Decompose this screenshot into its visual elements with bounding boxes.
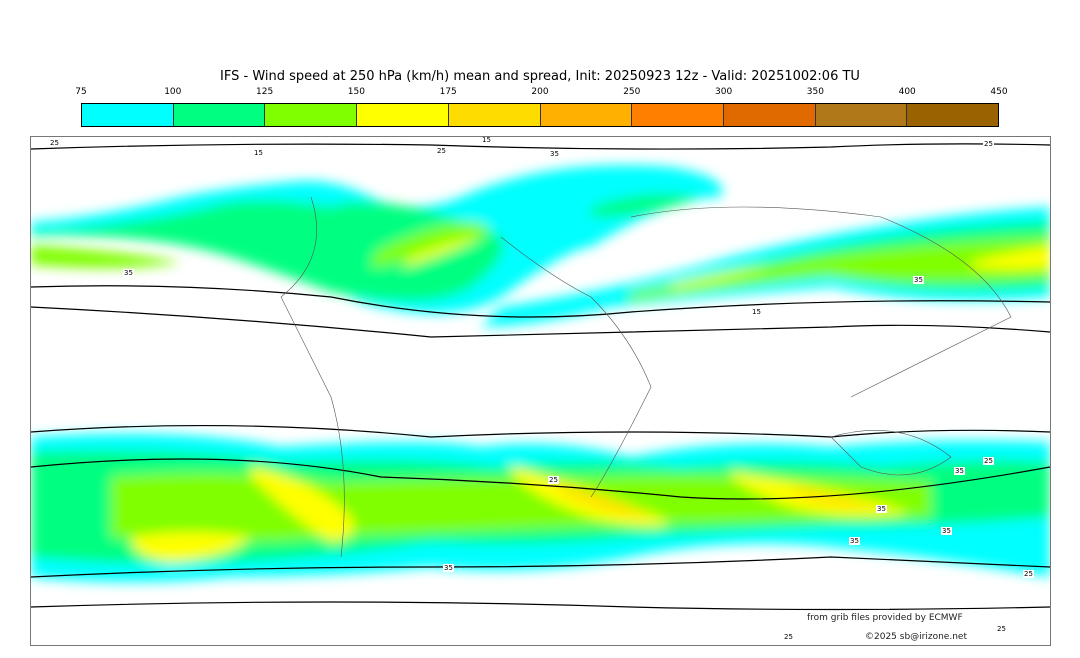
colorbar-swatch: [448, 104, 541, 126]
contour-label: 25: [983, 457, 994, 465]
contour-label: 35: [913, 276, 924, 284]
wind-map: 25 15 25 35 15 35 35 15 25 25 35 35 35 2…: [30, 136, 1051, 646]
contour-label: 25: [436, 147, 447, 155]
jet-core-yellow-south: [131, 467, 911, 562]
jet-band-lime: [31, 222, 1050, 299]
colorbar-tick: 175: [439, 87, 457, 97]
colorbar-tick: 300: [715, 87, 733, 97]
contour-label: 35: [941, 527, 952, 535]
map-title: IFS - Wind speed at 250 hPa (km/h) mean …: [220, 69, 860, 84]
contour-label: 25: [548, 476, 559, 484]
colorbar-tick: 75: [75, 87, 87, 97]
colorbar-swatch: [357, 104, 449, 126]
colorbar-tick: 250: [623, 87, 641, 97]
contour-label: 35: [876, 505, 887, 513]
colorbar-swatch: [82, 104, 174, 126]
colorbar-swatch: [723, 104, 816, 126]
colorbar-tick: 400: [898, 87, 916, 97]
contour-label: 25: [983, 140, 994, 148]
coastlines: [280, 196, 1012, 558]
contour-label: 25: [783, 633, 794, 641]
contour-label: 35: [123, 269, 134, 277]
copyright-credit: ©2025 sb@irizone.net: [865, 632, 967, 642]
jet-core-gold-south: [551, 482, 881, 517]
colorbar-tick: 450: [990, 87, 1008, 97]
colorbar-tick: 100: [164, 87, 182, 97]
colorbar-swatch: [907, 104, 999, 126]
contour-label: 15: [481, 136, 492, 144]
contour-label: 35: [549, 150, 560, 158]
colorbar-tick: 200: [531, 87, 549, 97]
colorbar-tick: 350: [806, 87, 824, 97]
colorbar: [81, 103, 999, 127]
colorbar-swatch: [173, 104, 266, 126]
colorbar-swatch: [632, 104, 724, 126]
contour-label: 25: [996, 625, 1007, 633]
contour-lines: [31, 143, 1050, 611]
contour-label: 35: [443, 564, 454, 572]
colorbar-tick: 125: [256, 87, 274, 97]
contour-label: 25: [1023, 570, 1034, 578]
contour-label: 35: [849, 537, 860, 545]
jet-core-yellow: [401, 237, 1050, 289]
colorbar-tick: 150: [347, 87, 365, 97]
contour-label: 15: [253, 149, 264, 157]
colorbar-ticks: 75 100 125 150 175 200 250 300 350 400 4…: [75, 87, 1007, 99]
contour-label: 15: [751, 308, 762, 316]
colorbar-swatch: [540, 104, 633, 126]
data-source-credit: from grib files provided by ECMWF: [807, 613, 963, 623]
contour-label: 25: [49, 139, 60, 147]
colorbar-swatch: [815, 104, 908, 126]
contour-label: 35: [954, 467, 965, 475]
colorbar-swatch: [265, 104, 358, 126]
wind-field: [31, 143, 1050, 611]
